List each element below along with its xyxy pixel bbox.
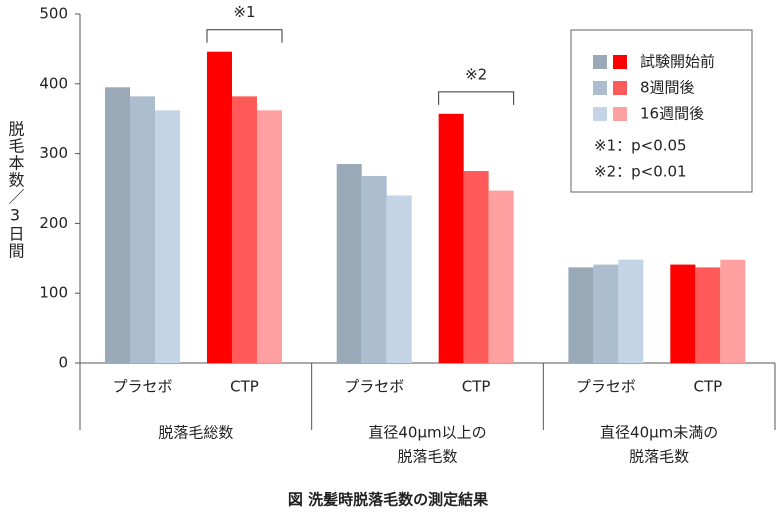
bar [206, 51, 232, 363]
x-tick-label: CTP [462, 378, 491, 396]
bar [386, 195, 412, 363]
y-axis-label: 脱毛本数／3日間 [6, 121, 25, 260]
legend-swatch [613, 107, 627, 121]
legend-swatch [613, 81, 627, 95]
x-tick-label: プラセボ [344, 378, 404, 396]
x-tick-label: プラセボ [576, 378, 636, 396]
group-label: 脱落毛総数 [158, 424, 233, 442]
caption: 図 洗髪時脱落毛数の測定結果 [288, 491, 489, 509]
legend-label: 16週間後 [640, 105, 704, 123]
x-tick-label: CTP [693, 378, 722, 396]
bar [670, 264, 696, 363]
bar [568, 267, 594, 363]
y-tick-label: 300 [39, 144, 68, 162]
bar [438, 113, 464, 364]
bar [256, 110, 282, 363]
bar [488, 190, 514, 363]
legend-swatch [593, 55, 607, 69]
legend-note: ※1：p<0.05 [594, 137, 687, 155]
legend-swatch [593, 81, 607, 95]
bar [720, 259, 746, 363]
group-label: 直径40μm未満の [600, 424, 718, 442]
bar [361, 175, 387, 363]
bar [336, 164, 362, 363]
bar [618, 259, 644, 363]
legend-swatch [593, 107, 607, 121]
y-tick-label: 100 [39, 284, 68, 302]
group-label: 脱落毛数 [397, 448, 457, 466]
bar [695, 267, 721, 363]
legend-label: 試験開始前 [640, 53, 715, 71]
bar [130, 96, 156, 363]
significance-bracket [438, 91, 515, 105]
y-tick-label: 400 [39, 74, 68, 92]
y-tick-label: 200 [39, 214, 68, 232]
bar [105, 87, 131, 363]
bar [593, 264, 619, 363]
significance-bracket [206, 29, 283, 43]
y-tick-label: 0 [58, 354, 68, 372]
x-tick-label: プラセボ [113, 378, 173, 396]
bar [463, 171, 489, 363]
bar [231, 96, 257, 363]
legend-note: ※2：p<0.01 [594, 163, 687, 181]
group-label: 脱落毛数 [629, 448, 689, 466]
legend-label: 8週間後 [640, 79, 695, 97]
group-label: 直径40μm以上の [368, 424, 486, 442]
bar [155, 110, 181, 363]
significance-label: ※2 [465, 65, 487, 83]
significance-label: ※1 [233, 3, 255, 21]
legend-swatch [613, 55, 627, 69]
y-tick-label: 500 [39, 5, 68, 23]
x-tick-label: CTP [230, 378, 259, 396]
